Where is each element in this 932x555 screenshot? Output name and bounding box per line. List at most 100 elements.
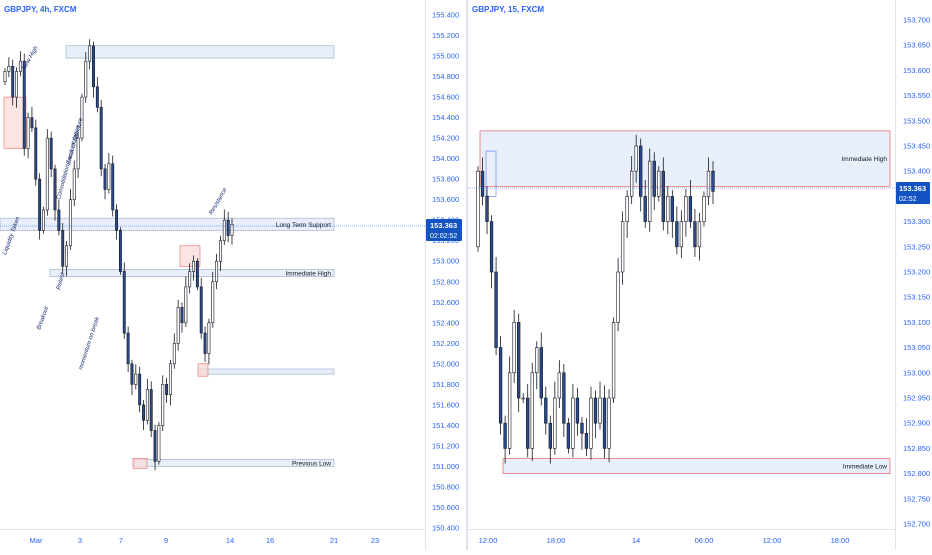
highlight-box[interactable] <box>132 457 148 469</box>
candle-body <box>661 170 665 222</box>
x-tick-label: 7 <box>119 536 123 545</box>
candle-body <box>675 221 679 248</box>
candle-body <box>684 196 688 222</box>
zone-box[interactable] <box>0 217 335 231</box>
candle-body <box>211 281 215 324</box>
pane-divider[interactable] <box>466 0 468 550</box>
x-tick-label: 14 <box>226 536 234 545</box>
candle-body <box>180 307 184 324</box>
candle-body <box>697 221 702 248</box>
x-tick-label: 21 <box>330 536 338 545</box>
y-tick-label: 154.200 <box>432 134 459 143</box>
candle-body <box>38 178 42 231</box>
zone-box[interactable] <box>65 45 335 59</box>
candle-body <box>602 397 607 449</box>
candle-body <box>199 286 203 334</box>
y-tick-label: 150.600 <box>432 503 459 512</box>
candle-body <box>498 347 503 424</box>
y-tick-label: 153.150 <box>903 293 930 302</box>
candle-body <box>45 137 49 211</box>
candle-body <box>648 160 652 222</box>
left-chart-pane[interactable]: Long Term Support Immediate High Previous … <box>0 0 466 550</box>
zone-label: Previous Low <box>292 460 331 467</box>
candle-body <box>643 196 647 222</box>
candle-body <box>517 322 521 399</box>
y-tick-label: 153.000 <box>903 368 930 377</box>
candle-body <box>11 66 15 98</box>
candle-body <box>652 160 656 197</box>
left-chart-svg[interactable]: Long Term Support Immediate High Previous … <box>0 0 466 550</box>
candle-body <box>165 384 169 395</box>
zone-label: Immediate Low <box>843 464 887 471</box>
highlight-box[interactable] <box>3 96 27 149</box>
right-chart-pane[interactable]: Immediate High Immediate Low 153.700 153.6… <box>468 0 932 550</box>
candle-body <box>157 425 161 462</box>
x-tick-label: Mar <box>30 536 43 545</box>
candle-body <box>92 45 95 88</box>
zone-box[interactable] <box>502 458 891 474</box>
x-tick-label: 12:00 <box>763 536 782 545</box>
zone-box[interactable] <box>479 130 891 187</box>
candle-body <box>30 117 34 129</box>
y-tick-label: 152.950 <box>903 394 930 403</box>
y-tick-label: 152.800 <box>903 469 930 478</box>
candle-body <box>562 372 566 424</box>
y-tick-label: 151.400 <box>432 421 459 430</box>
y-tick-label: 153.800 <box>432 175 459 184</box>
y-tick-label: 153.200 <box>903 268 930 277</box>
y-tick-label: 152.200 <box>432 339 459 348</box>
y-tick-label: 153.700 <box>903 16 930 25</box>
y-tick-label: 153.500 <box>903 116 930 125</box>
candle-body <box>22 60 26 149</box>
highlight-box[interactable] <box>485 150 497 197</box>
candle-body <box>203 332 207 354</box>
candle-body <box>535 347 539 374</box>
candle-body <box>521 397 525 400</box>
y-tick-label: 154.400 <box>432 113 459 122</box>
right-chart-svg[interactable]: Immediate High Immediate Low 153.700 153.6… <box>468 0 932 550</box>
candle-body <box>61 230 65 267</box>
y-tick-label: 153.450 <box>903 142 930 151</box>
candle-body <box>693 221 697 248</box>
candle-body <box>679 221 684 248</box>
candle-body <box>65 245 69 267</box>
candle-body <box>548 422 552 449</box>
candle-body <box>188 271 192 288</box>
candle-body <box>566 422 571 449</box>
y-tick-label: 151.200 <box>432 441 459 450</box>
zone-box[interactable] <box>49 269 335 277</box>
annotation-text: Resistance <box>209 187 229 216</box>
candle-body <box>571 397 575 449</box>
candle-body <box>115 209 119 231</box>
candle-body <box>138 373 142 406</box>
candle-body <box>149 389 153 431</box>
y-tick-label: 151.600 <box>432 400 459 409</box>
price-badge-countdown: 02:52 <box>899 196 917 203</box>
x-tick-label: 12:00 <box>479 536 498 545</box>
y-tick-label: 155.000 <box>432 52 459 61</box>
y-tick-label: 152.000 <box>432 359 459 368</box>
candle-body <box>49 137 53 170</box>
candle-body <box>666 196 670 222</box>
candle-body <box>620 221 625 273</box>
candle-body <box>526 397 530 449</box>
y-tick-label: 155.200 <box>432 31 459 40</box>
zone-box[interactable] <box>199 368 335 375</box>
highlight-box[interactable] <box>197 363 209 377</box>
candle-body <box>589 397 593 449</box>
annotation-text: Breakout <box>36 306 50 331</box>
candle-body <box>706 170 711 197</box>
candle-body <box>580 422 584 434</box>
candle-body <box>226 219 230 236</box>
candle-body <box>3 71 7 82</box>
candle-body <box>494 271 498 348</box>
candle-body <box>530 372 534 449</box>
candle-body <box>629 170 634 197</box>
y-tick-label: 153.650 <box>903 41 930 50</box>
symbol-label: GBPJPY, 15, FXCM <box>472 5 544 14</box>
candle-body <box>142 404 145 421</box>
candle-body <box>57 209 61 231</box>
candle-body <box>15 71 18 98</box>
candle-body <box>215 260 219 283</box>
candle-body <box>111 163 115 211</box>
